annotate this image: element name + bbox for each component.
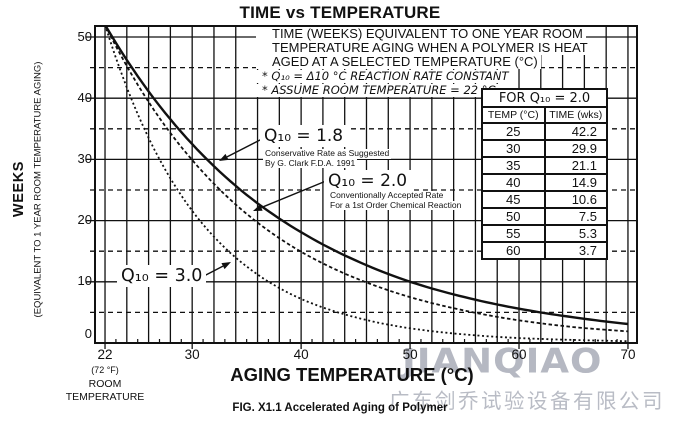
room-note-f: (72 °F) bbox=[91, 365, 119, 375]
temp-cell: 55 bbox=[481, 224, 546, 243]
time-cell: 3.7 bbox=[543, 241, 608, 260]
q10-table-body: FOR Q₁₀ = 2.0 TEMP (°C) TIME (wks) 25 42… bbox=[481, 88, 608, 260]
y-tick-label: 20 bbox=[77, 212, 92, 227]
table-row: 25 42.2 bbox=[481, 122, 608, 141]
temp-cell: 25 bbox=[481, 122, 546, 141]
curve-label-q10-1.8: Q₁₀ = 1.8 bbox=[260, 125, 348, 147]
q10-definition-note: * Q₁₀ = Δ10 °C REACTION RATE CONSTANT bbox=[256, 70, 512, 83]
watermark-logo-text: JIANQIAO bbox=[402, 341, 603, 381]
figure-caption: FIG. X1.1 Accelerated Aging of Polymer bbox=[232, 402, 448, 414]
x-tick-label: 50 bbox=[402, 347, 418, 362]
y-tick-label: 40 bbox=[77, 90, 92, 105]
y-tick-label: 30 bbox=[77, 151, 92, 166]
arrow-q10-2.0-head bbox=[253, 204, 263, 211]
y-axis-subtitle: (EQUIVALENT TO 1 YEAR ROOM TEMPERATURE A… bbox=[32, 61, 44, 318]
temp-cell: 45 bbox=[481, 190, 546, 209]
y-tick-label: 0 bbox=[84, 326, 92, 341]
time-cell: 10.6 bbox=[543, 190, 608, 209]
curve-label-q10-2.0: Q₁₀ = 2.0 bbox=[324, 170, 412, 192]
table-row: 35 21.1 bbox=[481, 156, 608, 175]
caption-line: For a 1st Order Chemical Reaction bbox=[328, 199, 464, 210]
curve-label-q10-3.0: Q₁₀ = 3.0 bbox=[117, 265, 207, 287]
room-note-temperature: TEMPERATURE bbox=[65, 391, 145, 403]
x-tick-label: 60 bbox=[511, 347, 527, 362]
table-row: 30 29.9 bbox=[481, 139, 608, 158]
arrow-q10-1.8 bbox=[226, 138, 263, 158]
y-tick-label: 50 bbox=[77, 29, 92, 44]
table-col-header-time: TIME (wks) bbox=[543, 106, 608, 124]
room-temperature-note: * ASSUME ROOM TEMPERATURE = 22 °C bbox=[256, 84, 499, 97]
table-title: FOR Q₁₀ = 2.0 bbox=[481, 88, 608, 108]
x-tick-label: 40 bbox=[293, 347, 309, 362]
curve-caption-q10-2.0: Conventionally Accepted Rate For a 1st O… bbox=[328, 190, 464, 210]
table-row: 50 7.5 bbox=[481, 207, 608, 226]
caption-line: By G. Clark F.D.A. 1991 bbox=[263, 157, 358, 168]
arrow-q10-1.8-head bbox=[219, 153, 229, 161]
room-temperature-annotation: (72 °F) ROOM TEMPERATURE bbox=[55, 363, 155, 404]
chart-title: TIME vs TEMPERATURE bbox=[239, 3, 441, 22]
description-line: TIME (WEEKS) EQUIVALENT TO ONE YEAR ROOM bbox=[256, 27, 586, 41]
table-row: 55 5.3 bbox=[481, 224, 608, 243]
caption-line: Conservative Rate as Suggested bbox=[263, 148, 392, 159]
x-axis-title: AGING TEMPERATURE (°C) bbox=[230, 364, 474, 385]
chart-description: TIME (WEEKS) EQUIVALENT TO ONE YEAR ROOM… bbox=[256, 27, 591, 97]
time-cell: 14.9 bbox=[543, 173, 608, 192]
room-note-room: ROOM bbox=[88, 377, 122, 390]
temp-cell: 60 bbox=[481, 241, 546, 260]
x-tick-label: 30 bbox=[184, 347, 200, 362]
curve-q10-1.8 bbox=[104, 26, 629, 326]
time-cell: 7.5 bbox=[543, 207, 608, 226]
watermark-company-name: 广东剑乔试验设备有限公司 bbox=[389, 390, 665, 413]
x-tick-label: 70 bbox=[620, 347, 636, 362]
description-line: TEMPERATURE AGING WHEN A POLYMER IS HEAT bbox=[256, 41, 591, 55]
temp-cell: 30 bbox=[481, 139, 546, 158]
arrow-q10-2.0 bbox=[261, 180, 327, 209]
x-tick-label: 22 bbox=[97, 347, 113, 362]
time-cell: 21.1 bbox=[543, 156, 608, 175]
time-cell: 42.2 bbox=[543, 122, 608, 141]
description-line: AGED AT A SELECTED TEMPERATURE (°C) bbox=[256, 55, 541, 69]
y-tick-label: 10 bbox=[77, 273, 92, 288]
table-row: 60 3.7 bbox=[481, 241, 608, 260]
temp-cell: 50 bbox=[481, 207, 546, 226]
curve-caption-q10-1.8: Conservative Rate as Suggested By G. Cla… bbox=[263, 148, 392, 168]
q10-reference-table: FOR Q₁₀ = 2.0 TEMP (°C) TIME (wks) 25 42… bbox=[481, 88, 608, 260]
table-row: 40 14.9 bbox=[481, 173, 608, 192]
table-row: 45 10.6 bbox=[481, 190, 608, 209]
table-col-header-temp: TEMP (°C) bbox=[481, 106, 546, 124]
caption-line: Conventionally Accepted Rate bbox=[328, 190, 446, 201]
time-cell: 29.9 bbox=[543, 139, 608, 158]
y-axis-title: WEEKS bbox=[11, 160, 27, 218]
temp-cell: 35 bbox=[481, 156, 546, 175]
temp-cell: 40 bbox=[481, 173, 546, 192]
arrow-q10-3.0-head bbox=[221, 262, 231, 270]
plot-border bbox=[94, 25, 638, 344]
time-cell: 5.3 bbox=[543, 224, 608, 243]
